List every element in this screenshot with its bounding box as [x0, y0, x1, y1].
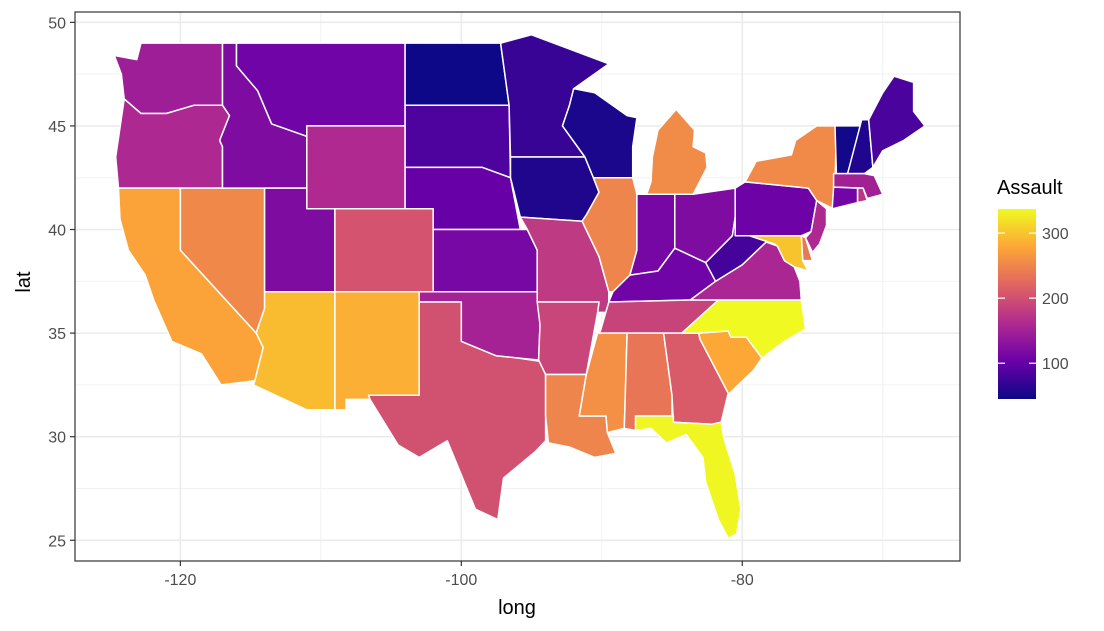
x-tick-label: -80 [731, 572, 754, 589]
state-new-hampshire [846, 118, 874, 175]
y-tick-label: 40 [48, 223, 66, 240]
legend-tick-label: 300 [1042, 226, 1069, 243]
state-colorado [334, 208, 434, 293]
state-oregon [114, 98, 231, 189]
state-north-dakota [404, 42, 510, 106]
y-tick-label: 45 [48, 119, 66, 136]
state-mississippi [578, 332, 628, 434]
legend-tick-label: 200 [1042, 291, 1069, 308]
x-axis: -120 -100 -80 [164, 561, 754, 589]
state-maine [867, 75, 926, 169]
state-texas [367, 301, 547, 521]
legend-ticks: 100 200 300 [998, 226, 1069, 373]
x-axis-title: long [498, 597, 536, 619]
state-new-jersey [804, 199, 828, 254]
panel-border [74, 11, 961, 562]
y-tick-label: 35 [48, 326, 66, 343]
state-pennsylvania [734, 181, 818, 237]
legend-title: Assault [997, 177, 1063, 199]
state-kansas [432, 228, 538, 293]
legend-colorbar [998, 209, 1036, 399]
legend-tick-label: 100 [1042, 356, 1069, 373]
state-new-mexico [334, 290, 420, 411]
legend: Assault 100 200 300 [997, 177, 1069, 399]
state-illinois [581, 176, 638, 293]
y-axis: 25 30 35 40 45 50 [48, 15, 75, 550]
states-layer [113, 34, 926, 539]
state-florida [634, 415, 742, 539]
state-connecticut [831, 186, 859, 210]
y-tick-label: 25 [48, 533, 66, 550]
state-iowa [509, 156, 600, 222]
y-tick-label: 30 [48, 430, 66, 447]
state-maryland [748, 234, 810, 272]
state-washington [113, 42, 224, 115]
y-tick-label: 50 [48, 15, 66, 32]
state-michigan [645, 108, 708, 196]
y-axis-title: lat [13, 271, 35, 293]
state-arizona [252, 290, 336, 411]
state-wyoming [306, 125, 406, 210]
x-tick-label: -120 [164, 572, 196, 589]
x-tick-label: -100 [445, 572, 477, 589]
